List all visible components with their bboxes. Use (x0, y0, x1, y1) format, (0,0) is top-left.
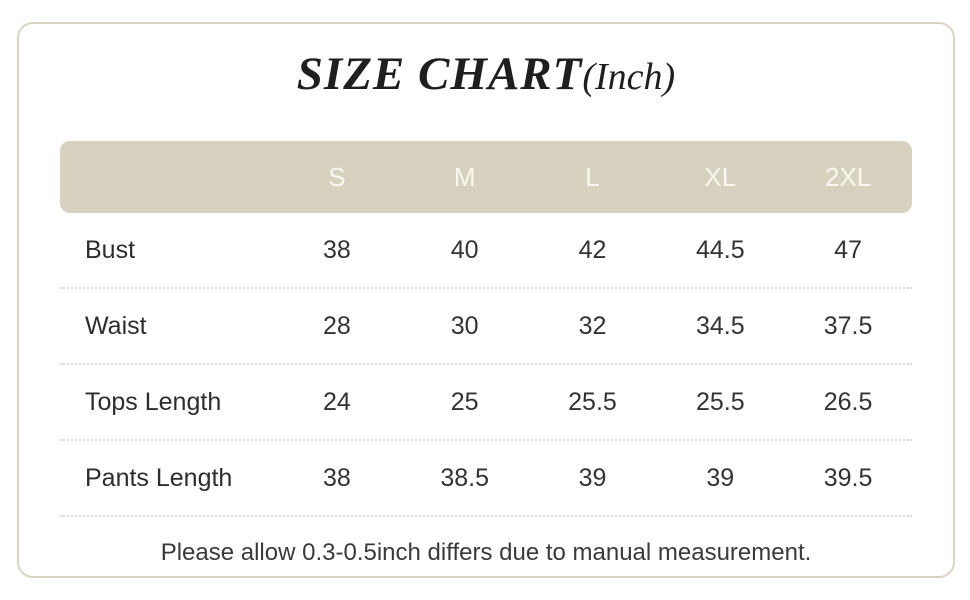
table-cell: 25.5 (695, 387, 745, 416)
table-cell: 25 (450, 387, 479, 416)
table-cell: 39 (706, 463, 735, 492)
row-label: Waist (85, 311, 147, 340)
table-row-tops-length: Tops Length 24 25 25.5 25.5 26.5 (60, 365, 912, 441)
table-cell: 38 (322, 463, 351, 492)
size-chart-table: S M L XL 2XL Bust 38 40 42 44.5 47 Waist… (60, 141, 912, 517)
column-header-m: M (453, 161, 476, 192)
table-cell: 26.5 (823, 387, 873, 416)
table-row-waist: Waist 28 30 32 34.5 37.5 (60, 289, 912, 365)
column-header-s: S (328, 161, 346, 192)
column-header-xl: XL (704, 161, 737, 192)
table-row-pants-length: Pants Length 38 38.5 39 39 39.5 (60, 441, 912, 517)
page-title: SIZE CHART(Inch) (60, 46, 912, 113)
table-header-row: S M L XL 2XL (60, 141, 912, 213)
table-cell: 39.5 (823, 463, 873, 492)
size-chart-card: SIZE CHART(Inch) S M L XL 2XL Bust 38 40… (17, 22, 955, 578)
page-title-main: SIZE CHART (296, 48, 583, 100)
table-cell: 24 (322, 387, 351, 416)
table-cell: 25.5 (568, 387, 617, 416)
table-cell: 38 (322, 235, 351, 264)
table-cell: 40 (450, 235, 479, 264)
table-cell: 39 (578, 463, 607, 492)
row-label: Pants Length (85, 463, 233, 492)
table-cell: 28 (322, 311, 351, 340)
row-label: Bust (85, 235, 136, 264)
column-header-2xl: 2XL (824, 161, 872, 192)
table-cell: 34.5 (695, 311, 745, 340)
table-cell: 30 (450, 311, 479, 340)
table-row-bust: Bust 38 40 42 44.5 47 (60, 213, 912, 289)
table-cell: 42 (578, 235, 607, 264)
measurement-note: Please allow 0.3-0.5inch differs due to … (160, 539, 812, 566)
table-cell: 44.5 (695, 235, 745, 264)
row-label: Tops Length (85, 387, 222, 416)
table-cell: 47 (834, 235, 862, 264)
column-header-l: L (585, 161, 600, 192)
table-cell: 38.5 (440, 463, 490, 492)
table-cell: 37.5 (823, 311, 873, 340)
page-title-unit: (Inch) (582, 56, 676, 98)
table-cell: 32 (578, 311, 607, 340)
